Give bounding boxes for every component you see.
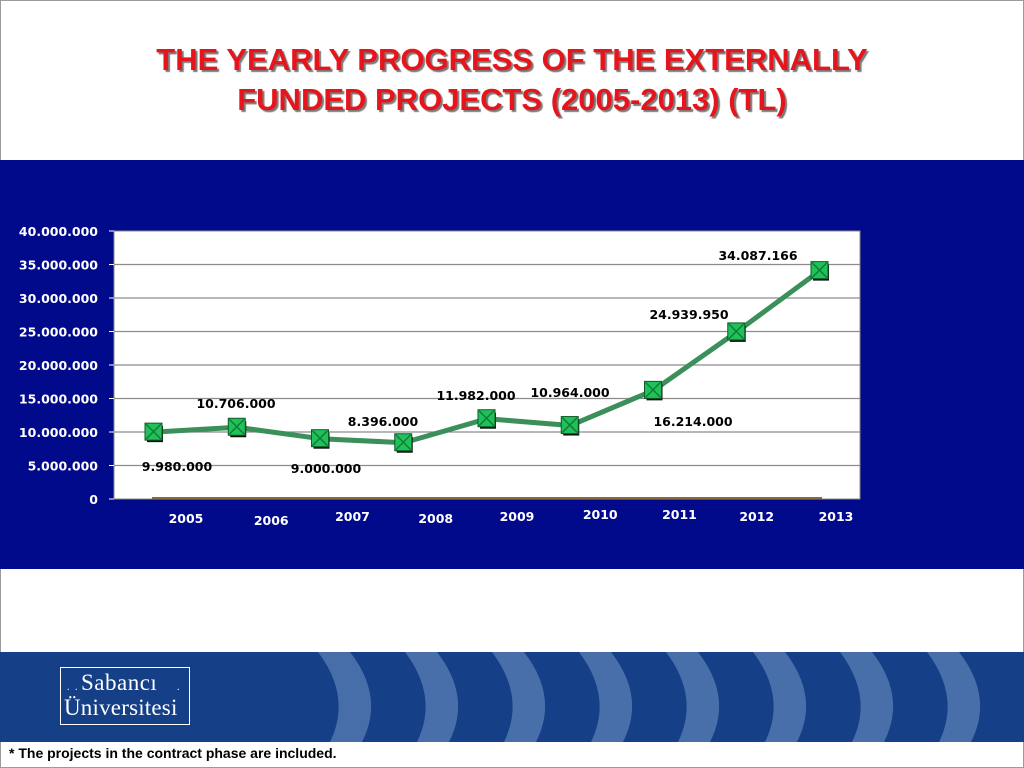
data-point-cross <box>311 430 329 447</box>
y-tick-label: 15.000.000 <box>19 392 98 407</box>
y-tick-label: 20.000.000 <box>19 358 98 373</box>
data-label: 8.396.000 <box>348 414 419 429</box>
data-point-cross <box>478 410 495 427</box>
y-tick-label: 40.000.000 <box>19 224 98 239</box>
logo-dot-right: . <box>177 682 180 693</box>
line-chart: 0 5.000.000 10.000.000 15.000.000 20.000.000… <box>19 224 861 528</box>
x-tick-label: 2009 <box>500 509 535 524</box>
data-point-cross <box>228 418 245 435</box>
x-tick-label: 2008 <box>418 511 453 526</box>
y-tick-label: 30.000.000 <box>19 291 98 306</box>
data-label: 34.087.166 <box>718 248 797 263</box>
data-label: 10.706.000 <box>196 396 275 411</box>
x-tick-label: 2013 <box>819 509 854 524</box>
logo-dot-left-2: . <box>75 682 78 693</box>
y-tick-label: 25.000.000 <box>19 325 98 340</box>
x-tick-label: 2005 <box>169 511 204 526</box>
data-label: 9.000.000 <box>291 461 362 476</box>
logo-dot-left: . <box>67 682 70 693</box>
footnote: * The projects in the contract phase are… <box>9 745 337 761</box>
university-logo: . . Sabancı . Üniversitesi <box>60 667 190 725</box>
data-label: 10.964.000 <box>530 385 609 400</box>
x-tick-label: 2010 <box>583 507 618 522</box>
x-tick-label: 2006 <box>254 513 289 528</box>
data-point-cross <box>145 423 162 440</box>
footer-stripes <box>318 652 981 742</box>
data-label: 24.939.950 <box>649 307 728 322</box>
data-point-cross <box>395 434 412 451</box>
data-point-cross <box>728 323 745 340</box>
x-tick-label: 2007 <box>335 509 370 524</box>
y-tick-label: 5.000.000 <box>28 459 99 474</box>
y-tick-label: 35.000.000 <box>19 258 98 273</box>
data-point-cross <box>811 262 828 279</box>
data-label: 16.214.000 <box>653 414 732 429</box>
slide-title: THE YEARLY PROGRESS OF THE EXTERNALLY FU… <box>0 40 1024 120</box>
logo-line-1: Sabancı <box>81 670 158 695</box>
data-label: 11.982.000 <box>436 388 515 403</box>
data-label: 9.980.000 <box>142 459 213 474</box>
logo-line-2: Üniversitesi <box>64 695 178 720</box>
x-tick-label: 2011 <box>662 507 697 522</box>
y-tick-label: 0 <box>89 492 98 507</box>
x-tick-label: 2012 <box>739 509 774 524</box>
slide-title-line-2: FUNDED PROJECTS (2005-2013) (TL) <box>237 82 787 117</box>
y-tick-label: 10.000.000 <box>19 425 98 440</box>
data-point-cross <box>561 417 578 434</box>
data-point-cross <box>644 381 662 398</box>
slide-title-line-1: THE YEARLY PROGRESS OF THE EXTERNALLY <box>156 42 868 77</box>
